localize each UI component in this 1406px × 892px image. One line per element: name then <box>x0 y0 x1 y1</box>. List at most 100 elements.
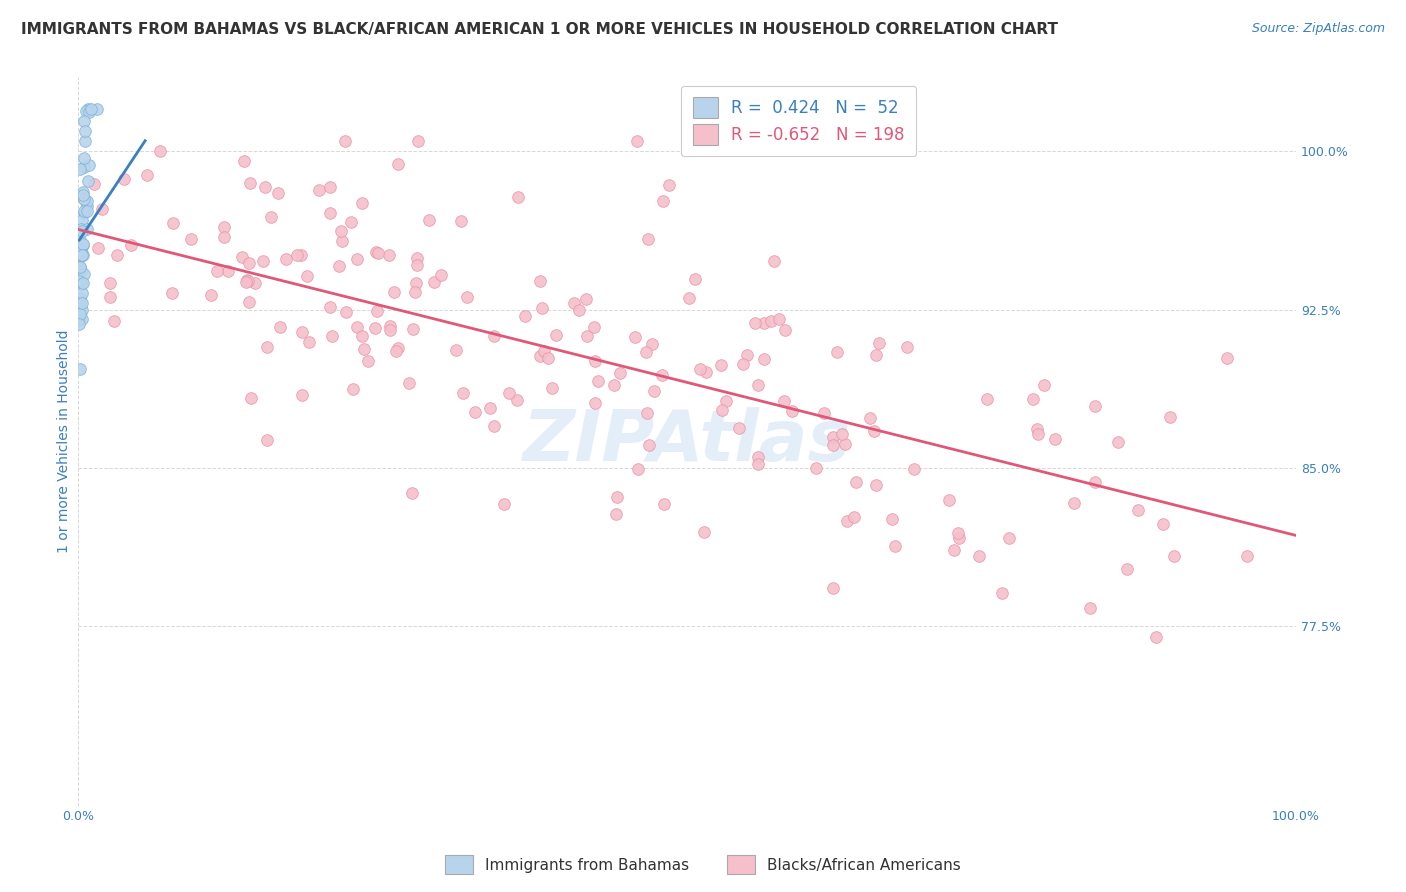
Point <box>72 277 94 291</box>
Point <box>69 277 91 291</box>
Point <box>641 337 664 351</box>
Point <box>238 294 260 309</box>
Point <box>946 526 969 541</box>
Point <box>290 248 312 262</box>
Point <box>865 348 887 362</box>
Point <box>464 405 486 419</box>
Point <box>683 272 706 286</box>
Point <box>576 328 599 343</box>
Point <box>353 342 375 356</box>
Point <box>73 267 96 281</box>
Point <box>710 359 733 373</box>
Point <box>330 224 353 238</box>
Point <box>72 192 94 206</box>
Point <box>384 344 406 359</box>
Point <box>768 312 790 326</box>
Point <box>387 157 409 171</box>
Point <box>627 462 650 476</box>
Point <box>863 424 886 438</box>
Point <box>1152 517 1174 532</box>
Point <box>100 290 122 304</box>
Point <box>378 322 401 336</box>
Point <box>205 264 228 278</box>
Point <box>83 177 105 191</box>
Point <box>245 276 267 290</box>
Point <box>69 249 91 263</box>
Point <box>342 382 364 396</box>
Point <box>588 374 610 388</box>
Point <box>238 256 260 270</box>
Point <box>714 394 737 409</box>
Point <box>76 174 98 188</box>
Point <box>772 393 794 408</box>
Point <box>605 507 627 521</box>
Point <box>120 237 142 252</box>
Point <box>752 316 775 330</box>
Point <box>842 510 865 524</box>
Point <box>73 204 96 219</box>
Point <box>319 206 342 220</box>
Point <box>69 260 91 274</box>
Point <box>328 260 350 274</box>
Point <box>747 378 769 392</box>
Point <box>274 252 297 267</box>
Point <box>70 277 93 292</box>
Point <box>429 268 451 283</box>
Point <box>695 365 717 379</box>
Legend: R =  0.424   N =  52, R = -0.652   N = 198: R = 0.424 N = 52, R = -0.652 N = 198 <box>681 86 917 156</box>
Point <box>73 160 96 174</box>
Point <box>256 433 278 447</box>
Point <box>638 438 661 452</box>
Point <box>837 514 859 528</box>
Point <box>69 362 91 376</box>
Point <box>378 318 401 333</box>
Point <box>70 213 93 227</box>
Point <box>239 176 262 190</box>
Point <box>544 328 567 343</box>
Point <box>637 232 659 246</box>
Point <box>1236 549 1258 563</box>
Point <box>759 314 782 328</box>
Point <box>478 401 501 416</box>
Point <box>834 436 856 450</box>
Point <box>1022 392 1045 407</box>
Point <box>505 393 527 408</box>
Point <box>821 581 844 595</box>
Point <box>87 241 110 255</box>
Point <box>763 254 786 268</box>
Point <box>823 438 845 452</box>
Point <box>72 248 94 262</box>
Point <box>735 348 758 362</box>
Point <box>689 362 711 376</box>
Point <box>70 303 93 318</box>
Point <box>1033 377 1056 392</box>
Point <box>69 233 91 247</box>
Point <box>357 354 380 368</box>
Point <box>884 540 907 554</box>
Point <box>636 405 658 419</box>
Point <box>831 427 853 442</box>
Point <box>652 194 675 209</box>
Point <box>859 411 882 425</box>
Point <box>76 194 98 208</box>
Point <box>148 144 170 158</box>
Point <box>865 478 887 492</box>
Point <box>804 461 827 475</box>
Point <box>318 180 340 194</box>
Point <box>423 275 446 289</box>
Point <box>744 316 766 330</box>
Point <box>747 457 769 471</box>
Point <box>298 335 321 350</box>
Point <box>827 345 849 359</box>
Point <box>98 277 121 291</box>
Point <box>69 307 91 321</box>
Point <box>75 103 97 118</box>
Point <box>69 264 91 278</box>
Point <box>72 237 94 252</box>
Point <box>405 258 427 272</box>
Point <box>70 248 93 262</box>
Point <box>813 406 835 420</box>
Point <box>624 329 647 343</box>
Point <box>235 276 257 290</box>
Point <box>636 344 658 359</box>
